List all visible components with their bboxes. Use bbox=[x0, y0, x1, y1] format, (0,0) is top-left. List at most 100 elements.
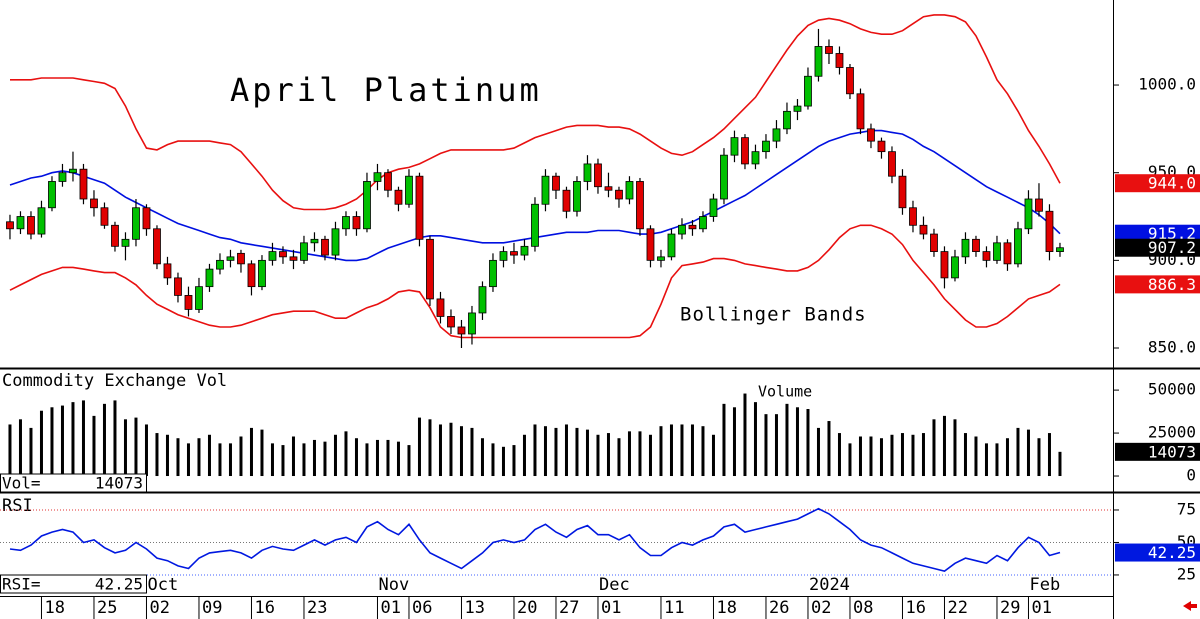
volume-bar bbox=[953, 419, 957, 477]
candle-body bbox=[741, 137, 749, 165]
rsi-readout: 42.25 bbox=[1148, 543, 1196, 562]
upper-band bbox=[10, 14, 1061, 211]
month-label: Oct bbox=[147, 575, 178, 595]
candle-body bbox=[478, 286, 487, 314]
y-tick-label: 25000 bbox=[1148, 423, 1196, 442]
x-tick-label: 22 bbox=[947, 598, 967, 618]
volume-readout: 14073 bbox=[1148, 442, 1196, 461]
candle-body bbox=[342, 216, 350, 230]
candle-body bbox=[793, 105, 802, 112]
candle-body bbox=[499, 251, 508, 261]
candle-body bbox=[216, 259, 224, 270]
volume-bar bbox=[1016, 427, 1020, 477]
x-tick-label: 23 bbox=[307, 598, 327, 618]
volume-bar bbox=[795, 407, 799, 477]
candle-body bbox=[898, 175, 907, 209]
candle-body bbox=[1024, 198, 1033, 230]
month-label: 2024 bbox=[809, 575, 850, 595]
volume-bar bbox=[501, 446, 505, 477]
candle-body bbox=[121, 238, 130, 247]
volume-bar bbox=[785, 403, 789, 477]
candle-body bbox=[877, 140, 886, 153]
volume-bar bbox=[764, 414, 768, 477]
candle-body bbox=[405, 175, 413, 205]
volume-bar bbox=[176, 438, 180, 477]
annotation: Volume bbox=[758, 383, 812, 401]
y-tick-label: 50000 bbox=[1148, 380, 1196, 399]
candle-body bbox=[951, 256, 959, 279]
x-tick-label: 25 bbox=[97, 598, 117, 618]
volume-bar bbox=[659, 426, 663, 477]
x-tick-label: 02 bbox=[149, 598, 169, 618]
candle-body bbox=[384, 172, 392, 191]
candle-body bbox=[814, 46, 823, 77]
volume-bar bbox=[39, 410, 43, 477]
candle-body bbox=[573, 181, 581, 212]
volume-bar bbox=[732, 407, 736, 477]
candle-body bbox=[447, 316, 455, 328]
candle-body bbox=[310, 238, 319, 244]
candle-body bbox=[79, 168, 88, 200]
annotation: Bollinger Bands bbox=[680, 304, 867, 326]
y-tick-label: 25 bbox=[1177, 564, 1196, 583]
readout-label: RSI= bbox=[2, 575, 41, 594]
candle-body bbox=[520, 245, 529, 256]
volume-bar bbox=[774, 414, 778, 477]
candle-body bbox=[919, 224, 928, 235]
volume-bar bbox=[837, 433, 841, 477]
candle-body bbox=[37, 207, 46, 235]
candle-body bbox=[247, 263, 256, 288]
candle-body bbox=[153, 228, 161, 265]
volume-bar bbox=[848, 443, 852, 477]
volume-bar bbox=[144, 424, 148, 477]
volume-bar bbox=[491, 443, 495, 477]
candle-body bbox=[604, 186, 613, 191]
candle-body bbox=[531, 203, 539, 247]
candle-body bbox=[457, 326, 466, 335]
x-tick-label: 18 bbox=[44, 598, 64, 618]
y-tick-label: 1000.0 bbox=[1138, 75, 1196, 94]
candle-body bbox=[321, 238, 329, 256]
middle-readout-box bbox=[1115, 224, 1200, 243]
volume-bar bbox=[648, 434, 652, 477]
volume-bar bbox=[375, 439, 379, 477]
candle-body bbox=[594, 163, 602, 188]
candle-body bbox=[363, 181, 371, 230]
candle-body bbox=[730, 137, 739, 156]
volume-bar bbox=[921, 433, 925, 477]
volume-bar bbox=[354, 438, 358, 477]
volume-bar bbox=[575, 427, 579, 477]
x-tick-label: 20 bbox=[517, 598, 537, 618]
close-readout: 907.2 bbox=[1148, 238, 1196, 257]
candle-body bbox=[1014, 228, 1022, 265]
volume-bar bbox=[92, 415, 96, 477]
volume-bar bbox=[963, 433, 967, 477]
volume-bar bbox=[60, 405, 64, 477]
volume-bar bbox=[512, 445, 516, 477]
volume-bar bbox=[984, 443, 988, 477]
volume-bar bbox=[869, 436, 873, 477]
candle-body bbox=[646, 228, 655, 261]
volume-bar bbox=[1058, 451, 1062, 477]
panel-title: RSI bbox=[2, 496, 33, 516]
candle-body bbox=[993, 242, 1001, 261]
volume-bar bbox=[165, 434, 169, 477]
lower-readout-box bbox=[1115, 275, 1200, 294]
x-tick-label: 18 bbox=[716, 598, 736, 618]
candle-body bbox=[468, 312, 476, 335]
candle-body bbox=[835, 53, 844, 68]
x-tick-label: 13 bbox=[464, 598, 484, 618]
candle-body bbox=[552, 175, 560, 191]
volume-bar bbox=[596, 434, 600, 477]
volume-bar bbox=[900, 433, 904, 477]
volume-bar bbox=[18, 419, 22, 477]
candle-body bbox=[720, 154, 728, 200]
volume-bar bbox=[123, 419, 127, 477]
candle-body bbox=[1056, 247, 1064, 252]
volume-bar bbox=[701, 426, 705, 477]
volume-bar bbox=[680, 424, 684, 477]
candle-body bbox=[205, 268, 214, 288]
volume-bar bbox=[417, 417, 421, 477]
